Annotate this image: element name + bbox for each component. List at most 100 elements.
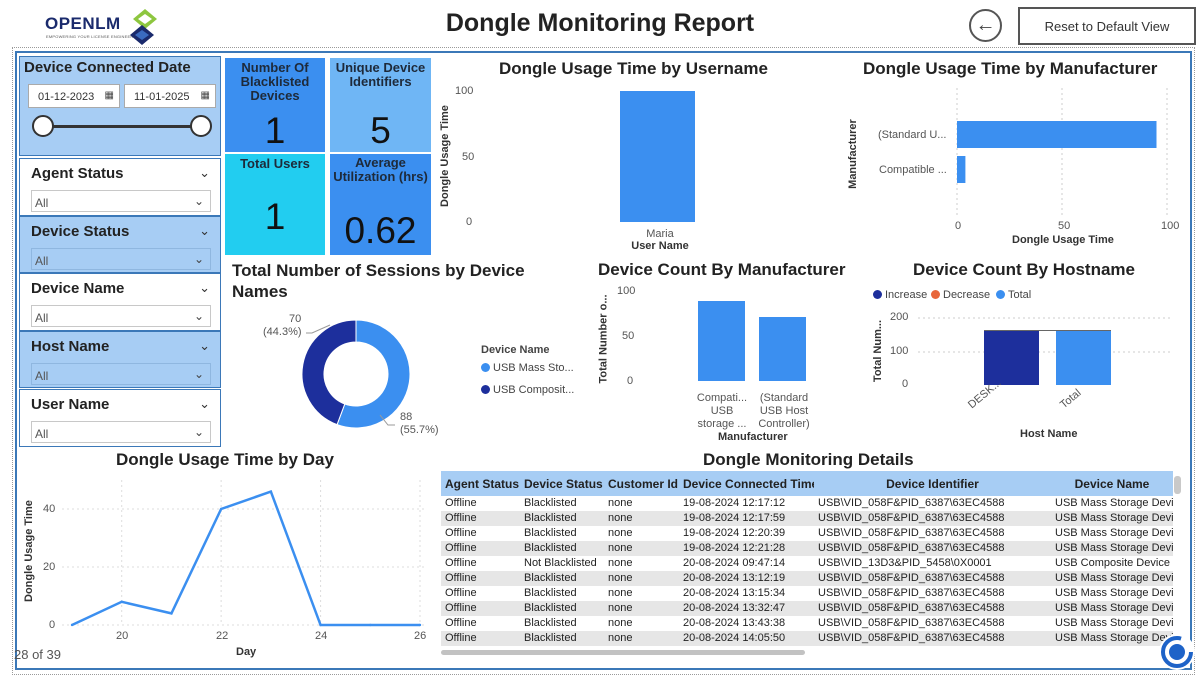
table-row[interactable]: Offline Not Blacklisted none 20-08-2024 09:… bbox=[441, 556, 1173, 571]
column-header[interactable]: Agent Status bbox=[441, 471, 520, 496]
table-cell: Offline bbox=[441, 511, 520, 526]
kpi-value: 5 bbox=[370, 110, 391, 151]
chevron-down-icon[interactable]: ⌄ bbox=[199, 280, 210, 295]
chevron-down-icon[interactable]: ⌄ bbox=[199, 223, 210, 238]
table-row[interactable]: Offline Blacklisted none 20-08-2024 14:05:5… bbox=[441, 631, 1173, 646]
user-name-dropdown[interactable]: All ⌄ bbox=[31, 421, 211, 443]
data-point[interactable] bbox=[70, 623, 74, 627]
page-title: Dongle Monitoring Report bbox=[445, 9, 755, 37]
table-cell: USB Mass Storage Device bbox=[1051, 571, 1173, 586]
data-point[interactable] bbox=[219, 507, 223, 511]
y-tick: 200 bbox=[890, 311, 909, 323]
table-horizontal-scrollbar[interactable] bbox=[441, 650, 805, 655]
table-vertical-scrollbar[interactable] bbox=[1174, 476, 1181, 494]
host-name-title: Host Name bbox=[31, 338, 110, 355]
calendar-icon[interactable]: ▦ bbox=[200, 90, 210, 101]
kpi-label: Number Of Blacklisted Devices bbox=[240, 60, 310, 103]
table-cell: Offline bbox=[445, 497, 477, 509]
table-cell: USB\VID_058F&PID_6387\63EC4588 bbox=[818, 497, 1005, 509]
date-slider-start-handle[interactable] bbox=[32, 115, 54, 137]
bar[interactable] bbox=[957, 121, 1157, 148]
table-cell: Offline bbox=[445, 617, 477, 629]
table-cell: USB Composite Device bbox=[1055, 557, 1170, 569]
connector-line[interactable] bbox=[984, 330, 1111, 332]
plot-area-bars bbox=[918, 317, 1173, 385]
data-point[interactable] bbox=[269, 490, 273, 493]
agent-status-value: All bbox=[35, 196, 49, 210]
donut-slice[interactable] bbox=[336, 319, 411, 429]
legend-item[interactable]: Total bbox=[996, 289, 1031, 301]
date-slider-track[interactable] bbox=[44, 125, 202, 128]
table-cell: Blacklisted bbox=[524, 527, 577, 539]
chevron-down-icon[interactable]: ⌄ bbox=[199, 338, 210, 353]
table-cell: USB\VID_058F&PID_6387\63EC4588 bbox=[814, 511, 1051, 526]
x-tick: Compati... USB storage ... bbox=[690, 392, 754, 431]
table-row[interactable]: Offline Blacklisted none 19-08-2024 12:20:3… bbox=[441, 526, 1173, 541]
legend-item[interactable]: USB Composit... bbox=[481, 384, 574, 396]
agent-status-dropdown[interactable]: All ⌄ bbox=[31, 190, 211, 212]
kpi-value: 1 bbox=[264, 110, 286, 151]
details-table-viewport[interactable]: Agent Status Device Status Customer Id Devi… bbox=[441, 471, 1173, 650]
y-tick: 0 bbox=[49, 619, 56, 631]
data-point[interactable] bbox=[120, 600, 123, 603]
x-tick: 20 bbox=[116, 630, 129, 642]
date-to-input[interactable]: 11-01-2025 ▦ bbox=[124, 84, 216, 108]
bar[interactable] bbox=[957, 156, 966, 183]
legend-dot bbox=[931, 290, 940, 299]
x-tick: 22 bbox=[216, 630, 229, 642]
table-cell: USB\VID_058F&PID_6387\63EC4588 bbox=[814, 601, 1051, 616]
table-row[interactable]: Offline Blacklisted none 19-08-2024 12:17:5… bbox=[441, 511, 1173, 526]
bar[interactable] bbox=[984, 331, 1039, 385]
reset-default-view-button[interactable]: Reset to Default View bbox=[1018, 7, 1196, 45]
table-cell: none bbox=[608, 497, 633, 509]
table-cell: 20-08-2024 13:43:38 bbox=[683, 617, 786, 629]
line-series[interactable] bbox=[71, 490, 420, 627]
data-label-count: 88 bbox=[400, 411, 413, 423]
table-row[interactable]: Offline Blacklisted none 19-08-2024 12:17:1… bbox=[441, 496, 1173, 511]
device-name-dropdown[interactable]: All ⌄ bbox=[31, 305, 211, 327]
column-header[interactable]: Device Connected Time bbox=[679, 471, 814, 496]
chevron-down-icon[interactable]: ⌄ bbox=[199, 396, 210, 411]
data-point[interactable] bbox=[369, 623, 372, 627]
data-point[interactable] bbox=[418, 623, 422, 627]
chevron-down-icon[interactable]: ⌄ bbox=[199, 165, 210, 180]
table-row[interactable]: Offline Blacklisted none 20-08-2024 13:15:3… bbox=[441, 586, 1173, 601]
legend-item[interactable]: Decrease bbox=[931, 289, 990, 301]
table-cell: USB Mass Storage Device bbox=[1051, 511, 1173, 526]
table-row[interactable]: Offline Blacklisted none 19-08-2024 12:21:2… bbox=[441, 541, 1173, 556]
assistant-ring-icon[interactable] bbox=[1157, 632, 1197, 672]
bar[interactable] bbox=[698, 300, 745, 381]
x-axis-label: Manufacturer bbox=[718, 431, 788, 443]
table-row[interactable]: Offline Blacklisted none 20-08-2024 13:32:4… bbox=[441, 601, 1173, 616]
column-header[interactable]: Device Identifier bbox=[814, 471, 1051, 496]
date-from-input[interactable]: 01-12-2023 ▦ bbox=[28, 84, 120, 108]
table-cell: Blacklisted bbox=[524, 497, 577, 509]
legend-label: Increase bbox=[885, 289, 928, 301]
bar[interactable] bbox=[1056, 331, 1111, 385]
table-cell: 20-08-2024 13:15:34 bbox=[683, 587, 786, 599]
data-point[interactable] bbox=[319, 623, 322, 627]
column-header[interactable]: Device Status bbox=[520, 471, 604, 496]
data-point[interactable] bbox=[170, 612, 173, 615]
column-header[interactable]: Device Name bbox=[1051, 471, 1173, 496]
table-row[interactable]: Offline Blacklisted none 20-08-2024 13:43:3… bbox=[441, 616, 1173, 631]
table-row[interactable]: Offline Blacklisted none 20-08-2024 13:12:1… bbox=[441, 571, 1173, 586]
leader-lines bbox=[306, 324, 395, 426]
back-button[interactable]: ← bbox=[969, 9, 1002, 42]
calendar-icon[interactable]: ▦ bbox=[104, 90, 114, 101]
legend-item[interactable]: USB Mass Sto... bbox=[481, 362, 574, 374]
column-header[interactable]: Customer Id bbox=[604, 471, 679, 496]
chart-title: Dongle Usage Time by Day bbox=[116, 450, 334, 469]
device-status-dropdown[interactable]: All ⌄ bbox=[31, 248, 211, 270]
chevron-down-icon: ⌄ bbox=[193, 425, 204, 439]
data-label-pct: (55.7%) bbox=[400, 424, 439, 436]
bar[interactable] bbox=[620, 91, 695, 222]
legend-item[interactable]: Increase bbox=[873, 289, 927, 301]
chart-title: Device Count By Manufacturer bbox=[598, 260, 846, 279]
table-cell: 19-08-2024 12:20:39 bbox=[683, 527, 786, 539]
date-slider-end-handle[interactable] bbox=[190, 115, 212, 137]
donut-slice[interactable] bbox=[301, 319, 357, 426]
host-name-dropdown[interactable]: All ⌄ bbox=[31, 363, 211, 385]
bar[interactable] bbox=[759, 317, 806, 381]
legend-dot bbox=[481, 385, 490, 394]
